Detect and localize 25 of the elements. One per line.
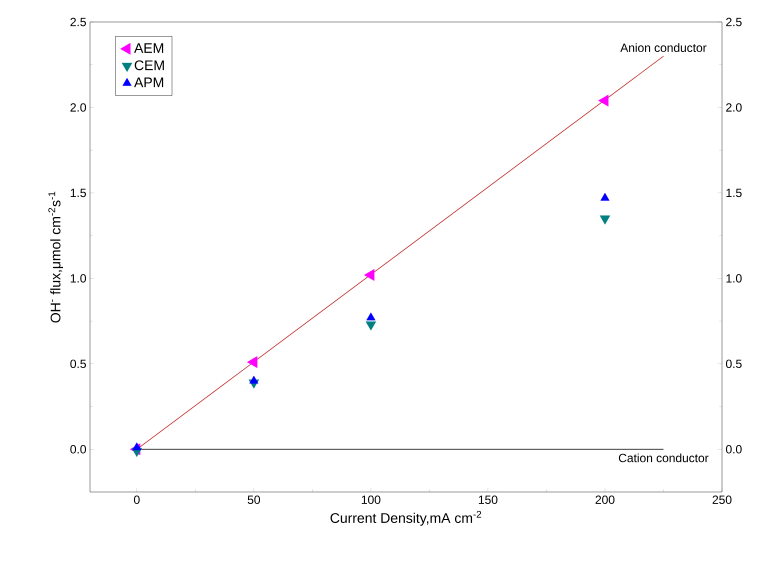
- x-tick-label: 150: [478, 496, 498, 504]
- legend-label: AEM: [134, 43, 164, 53]
- y-tick-label: 2.5: [70, 18, 86, 26]
- y-tick-label: 0.5: [70, 360, 86, 368]
- y2-tick-label: 1.0: [726, 274, 742, 283]
- y2-tick-label: 2.0: [726, 103, 742, 112]
- series-label: Anion conductor: [620, 43, 706, 52]
- x-tick-label: 50: [248, 496, 260, 504]
- y2-tick-label: 0.5: [726, 360, 742, 368]
- x-tick-label: 100: [362, 496, 380, 504]
- legend-label: CEM: [134, 60, 164, 70]
- x-axis-title: Current Density,mA cm$^{-2}$: [330, 510, 482, 526]
- x-tick-label: 250: [712, 496, 732, 504]
- y2-tick-label: 1.5: [726, 188, 742, 198]
- y-tick-label: 1.0: [70, 274, 86, 283]
- series-label: Cation conductor: [618, 453, 708, 462]
- x-tick-label: 0: [134, 496, 140, 504]
- legend-label: APM: [134, 78, 164, 88]
- x-tick-label: 200: [596, 496, 614, 504]
- y2-tick-label: 2.5: [726, 18, 742, 26]
- y-axis-title: OH$^{-}$ flux,μmol cm$^{-2}$s$^{-1}$: [48, 192, 64, 323]
- y-tick-label: 1.5: [70, 188, 86, 198]
- y-tick-label: 0.0: [70, 445, 86, 454]
- y-tick-label: 2.0: [70, 103, 86, 112]
- y2-tick-label: 0.0: [726, 445, 742, 454]
